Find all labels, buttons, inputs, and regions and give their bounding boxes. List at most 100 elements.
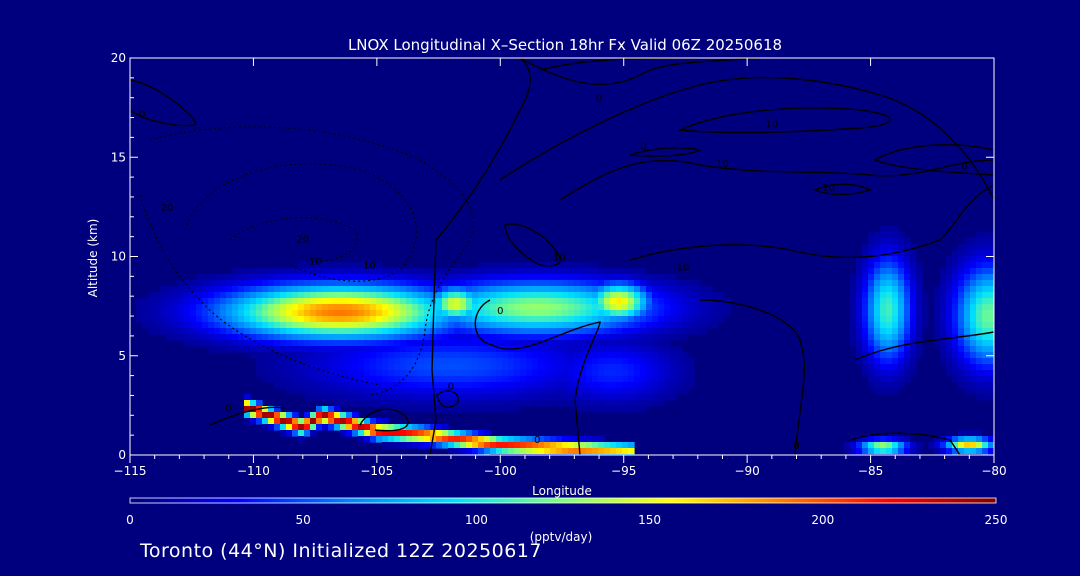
heatmap-cell [508, 376, 515, 383]
heatmap-cell [568, 298, 575, 305]
heatmap-cell [988, 376, 994, 383]
heatmap-cell [544, 316, 551, 323]
heatmap-cell [604, 268, 611, 275]
heatmap-cell [664, 364, 671, 371]
heatmap-cell [340, 304, 347, 311]
heatmap-cell [646, 316, 653, 323]
heatmap-cell [214, 316, 221, 323]
heatmap-cell [490, 286, 497, 293]
heatmap-cell [544, 334, 551, 341]
heatmap-cell [976, 298, 983, 305]
heatmap-cell [640, 328, 647, 335]
heatmap-cell [940, 316, 947, 323]
heatmap-cell [520, 274, 527, 281]
heatmap-cell [352, 382, 359, 389]
heatmap-cell [454, 430, 461, 437]
heatmap-cell [154, 298, 161, 305]
heatmap-cell [538, 394, 545, 401]
heatmap-cell [604, 352, 611, 359]
heatmap-cell [460, 436, 467, 443]
heatmap-cell [520, 322, 527, 329]
heatmap-cell [436, 424, 443, 431]
heatmap-cell [154, 304, 161, 311]
heatmap-cell [922, 316, 929, 323]
heatmap-cell [550, 280, 557, 287]
heatmap-cell [592, 340, 599, 347]
heatmap-cell [658, 298, 665, 305]
heatmap-cell [352, 394, 359, 401]
heatmap-cell [712, 304, 719, 311]
heatmap-cell [976, 274, 983, 281]
heatmap-cell [304, 424, 311, 431]
heatmap-cell [886, 238, 893, 245]
heatmap-cell [934, 442, 941, 449]
heatmap-cell [904, 274, 911, 281]
heatmap-cell [646, 334, 653, 341]
heatmap-cell [406, 364, 413, 371]
heatmap-cell [190, 280, 197, 287]
heatmap-cell [214, 334, 221, 341]
colorbar-ramp [129, 497, 997, 504]
heatmap-cell [280, 322, 287, 329]
heatmap-cell [508, 388, 515, 395]
heatmap-cell [556, 448, 563, 455]
heatmap-cell [502, 394, 509, 401]
heatmap-cell [448, 406, 455, 413]
heatmap-cell [352, 430, 359, 437]
heatmap-cell [574, 346, 581, 353]
heatmap-cell [322, 406, 329, 413]
heatmap-cell [406, 268, 413, 275]
heatmap-cell [862, 340, 869, 347]
heatmap-cell [988, 304, 994, 311]
heatmap-cell [610, 292, 617, 299]
heatmap-cell [304, 334, 311, 341]
heatmap-cell [484, 436, 491, 443]
heatmap-cell [304, 286, 311, 293]
heatmap-cell [370, 328, 377, 335]
heatmap-cell [580, 388, 587, 395]
heatmap-cell [982, 334, 989, 341]
heatmap-cell [970, 274, 977, 281]
heatmap-cell [856, 436, 863, 443]
heatmap-cell [280, 286, 287, 293]
heatmap-cell [664, 388, 671, 395]
heatmap-cell [910, 448, 917, 455]
heatmap-cell [142, 304, 149, 311]
heatmap-cell [196, 340, 203, 347]
heatmap-cell [988, 346, 994, 353]
heatmap-cell [226, 340, 233, 347]
heatmap-cell [634, 310, 641, 317]
heatmap-cell [190, 316, 197, 323]
heatmap-cell [334, 340, 341, 347]
heatmap-cell [904, 322, 911, 329]
heatmap-cell [280, 298, 287, 305]
heatmap-cell [664, 376, 671, 383]
heatmap-cell [538, 298, 545, 305]
heatmap-cell [424, 310, 431, 317]
heatmap-cell [502, 304, 509, 311]
heatmap-cell [388, 382, 395, 389]
heatmap-cell [586, 328, 593, 335]
heatmap-cell [982, 382, 989, 389]
heatmap-cell [550, 376, 557, 383]
heatmap-cell [976, 334, 983, 341]
contour-line [854, 331, 994, 361]
heatmap-cell [886, 316, 893, 323]
heatmap-cell [562, 358, 569, 365]
contour-label: 20 [296, 235, 309, 246]
heatmap-cell [322, 334, 329, 341]
heatmap-cell [952, 286, 959, 293]
heatmap-cell [988, 328, 994, 335]
heatmap-cell [508, 436, 515, 443]
heatmap-cell [616, 280, 623, 287]
heatmap-cell [220, 340, 227, 347]
heatmap-cell [880, 364, 887, 371]
heatmap-cell [406, 436, 413, 443]
heatmap-cell [640, 370, 647, 377]
heatmap-cell [634, 388, 641, 395]
heatmap-cell [454, 376, 461, 383]
heatmap-cell [328, 418, 335, 425]
heatmap-cell [964, 436, 971, 443]
heatmap-cell [904, 310, 911, 317]
heatmap-cell [406, 298, 413, 305]
